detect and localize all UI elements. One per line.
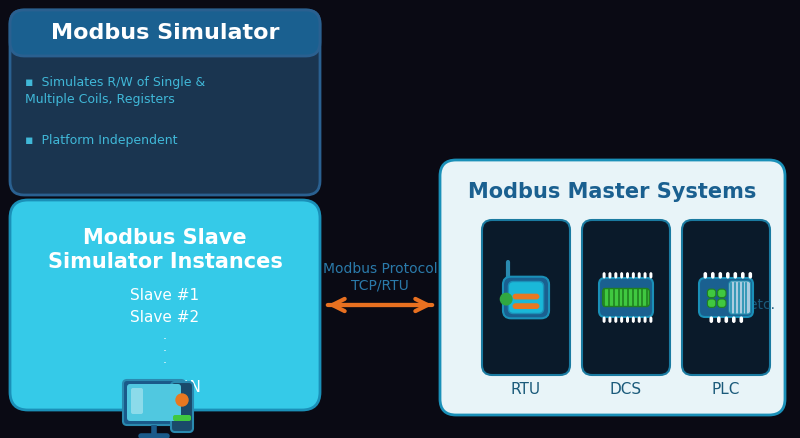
FancyBboxPatch shape — [726, 272, 730, 279]
FancyBboxPatch shape — [620, 316, 623, 323]
FancyBboxPatch shape — [749, 272, 752, 279]
Text: RTU: RTU — [511, 381, 541, 396]
FancyBboxPatch shape — [703, 272, 707, 279]
FancyBboxPatch shape — [440, 160, 785, 415]
FancyBboxPatch shape — [609, 272, 611, 279]
Text: Modbus Protocol
TCP/RTU: Modbus Protocol TCP/RTU — [322, 262, 438, 292]
FancyBboxPatch shape — [643, 316, 646, 323]
FancyBboxPatch shape — [741, 272, 745, 279]
FancyBboxPatch shape — [10, 10, 320, 195]
FancyBboxPatch shape — [718, 289, 726, 297]
FancyBboxPatch shape — [127, 384, 181, 421]
FancyBboxPatch shape — [582, 220, 670, 375]
FancyBboxPatch shape — [131, 388, 143, 414]
FancyBboxPatch shape — [643, 272, 646, 279]
Text: ·: · — [163, 333, 167, 346]
Text: Modbus Simulator: Modbus Simulator — [50, 23, 279, 43]
FancyBboxPatch shape — [614, 316, 618, 323]
FancyBboxPatch shape — [739, 316, 743, 323]
FancyBboxPatch shape — [707, 289, 716, 297]
FancyBboxPatch shape — [503, 277, 549, 318]
FancyBboxPatch shape — [513, 293, 539, 300]
Text: Slave #1: Slave #1 — [130, 287, 199, 303]
FancyBboxPatch shape — [482, 220, 570, 375]
FancyBboxPatch shape — [626, 272, 629, 279]
FancyBboxPatch shape — [602, 289, 650, 307]
FancyBboxPatch shape — [10, 10, 320, 56]
FancyBboxPatch shape — [650, 316, 653, 323]
FancyBboxPatch shape — [711, 272, 714, 279]
FancyBboxPatch shape — [173, 415, 191, 421]
FancyBboxPatch shape — [602, 272, 606, 279]
FancyBboxPatch shape — [699, 278, 753, 317]
FancyBboxPatch shape — [682, 220, 770, 375]
Text: Modbus Master Systems: Modbus Master Systems — [468, 182, 757, 202]
Text: Slave #2: Slave #2 — [130, 311, 199, 325]
Text: PLC: PLC — [712, 381, 740, 396]
Text: ·: · — [163, 357, 167, 371]
FancyBboxPatch shape — [729, 281, 750, 314]
Text: ▪  Simulates R/W of Single &
Multiple Coils, Registers: ▪ Simulates R/W of Single & Multiple Coi… — [25, 76, 206, 106]
FancyBboxPatch shape — [710, 316, 713, 323]
Text: ▪  Platform Independent: ▪ Platform Independent — [25, 134, 178, 147]
FancyBboxPatch shape — [734, 272, 737, 279]
Text: ·: · — [163, 346, 167, 358]
FancyBboxPatch shape — [171, 382, 193, 432]
FancyBboxPatch shape — [717, 316, 721, 323]
FancyBboxPatch shape — [732, 316, 736, 323]
FancyBboxPatch shape — [638, 316, 641, 323]
FancyBboxPatch shape — [123, 380, 185, 425]
FancyBboxPatch shape — [718, 299, 726, 307]
FancyBboxPatch shape — [602, 316, 606, 323]
Circle shape — [501, 293, 512, 305]
FancyBboxPatch shape — [513, 303, 539, 309]
Text: ....... etc.: ....... etc. — [714, 298, 775, 312]
FancyBboxPatch shape — [725, 316, 728, 323]
Text: DCS: DCS — [610, 381, 642, 396]
Text: Slave #N: Slave #N — [130, 381, 201, 396]
FancyBboxPatch shape — [599, 278, 653, 317]
FancyBboxPatch shape — [638, 272, 641, 279]
FancyBboxPatch shape — [509, 282, 544, 314]
FancyBboxPatch shape — [718, 272, 722, 279]
FancyBboxPatch shape — [620, 272, 623, 279]
FancyBboxPatch shape — [626, 316, 629, 323]
FancyBboxPatch shape — [707, 299, 716, 307]
FancyBboxPatch shape — [650, 272, 653, 279]
Circle shape — [176, 394, 188, 406]
Text: Modbus Slave
Simulator Instances: Modbus Slave Simulator Instances — [47, 228, 282, 272]
FancyBboxPatch shape — [10, 200, 320, 410]
FancyBboxPatch shape — [632, 272, 635, 279]
FancyBboxPatch shape — [609, 316, 611, 323]
FancyBboxPatch shape — [632, 316, 635, 323]
FancyBboxPatch shape — [614, 272, 618, 279]
